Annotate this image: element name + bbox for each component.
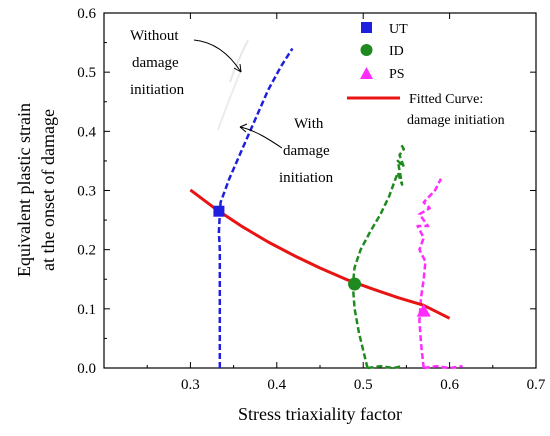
legend-label-ut: UT — [389, 22, 408, 37]
annotation-with-arrowhead — [239, 123, 248, 133]
y-tick-label: 0.0 — [77, 361, 96, 377]
legend-label-id: ID — [389, 44, 404, 59]
x-tick-label: 0.3 — [181, 377, 200, 393]
x-tick-label: 0.6 — [440, 377, 459, 393]
y-tick-label: 0.4 — [77, 124, 96, 140]
dashed-path — [416, 178, 443, 369]
point-ps — [416, 303, 431, 317]
point-ut — [213, 205, 225, 217]
faint-curves — [217, 39, 249, 131]
y-tick-label: 0.3 — [77, 184, 96, 200]
fitted-curve — [189, 188, 451, 320]
annotation-with-line-2: damage — [283, 143, 330, 159]
annotation-with: With damage initiation — [239, 116, 334, 186]
annotation-without-line-2: damage — [132, 55, 179, 71]
legend-label-ps: PS — [389, 67, 405, 82]
annotation-without-line-1: Without — [130, 28, 179, 44]
legend-marker-ps — [360, 67, 373, 79]
legend-label-fitted-line-1: Fitted Curve: — [409, 92, 483, 107]
annotation-without-arrow — [193, 39, 242, 73]
y-axis-title-line-2: at the onset of damage — [38, 109, 58, 271]
fitted-curve-layer — [189, 188, 451, 320]
annotation-with-line-3: initiation — [279, 170, 334, 186]
x-tick-label: 0.4 — [267, 377, 286, 393]
dashed-path — [423, 364, 463, 370]
legend-marker-id — [360, 44, 373, 56]
dashed-path — [351, 142, 406, 369]
annotation-with-line-1: With — [294, 116, 324, 132]
annotation-without-arrowhead — [233, 63, 242, 73]
y-tick-label: 0.2 — [77, 243, 96, 259]
legend-marker-ut — [361, 22, 372, 33]
x-tick-labels: 0.3 0.4 0.5 0.6 0.7 — [181, 377, 546, 393]
annotation-with-arrow — [239, 126, 283, 149]
dashed-path — [367, 364, 403, 370]
y-tick-label: 0.1 — [77, 302, 96, 318]
faint-curve-1 — [229, 39, 249, 83]
faint-curve-2 — [217, 69, 242, 131]
x-tick-label: 0.7 — [527, 377, 546, 393]
point-layer — [213, 205, 431, 317]
x-axis-title: Stress triaxiality factor — [238, 404, 402, 424]
tick-marks — [104, 12, 537, 369]
y-axis-title-line-1: Equivalent plastic strain — [14, 103, 34, 277]
legend: UT ID PS Fitted Curve: damage initiation — [347, 22, 505, 128]
dashed-path — [217, 47, 294, 368]
legend-label-fitted-line-2: damage initiation — [407, 113, 505, 128]
x-tick-label: 0.5 — [354, 377, 373, 393]
annotation-without-line-3: initiation — [130, 82, 185, 98]
y-tick-label: 0.5 — [77, 65, 96, 81]
annotation-without: Without damage initiation — [130, 28, 242, 98]
y-tick-labels: 0.0 0.1 0.2 0.3 0.4 0.5 0.6 — [77, 6, 96, 377]
y-tick-label: 0.6 — [77, 6, 96, 22]
point-id — [348, 277, 362, 291]
